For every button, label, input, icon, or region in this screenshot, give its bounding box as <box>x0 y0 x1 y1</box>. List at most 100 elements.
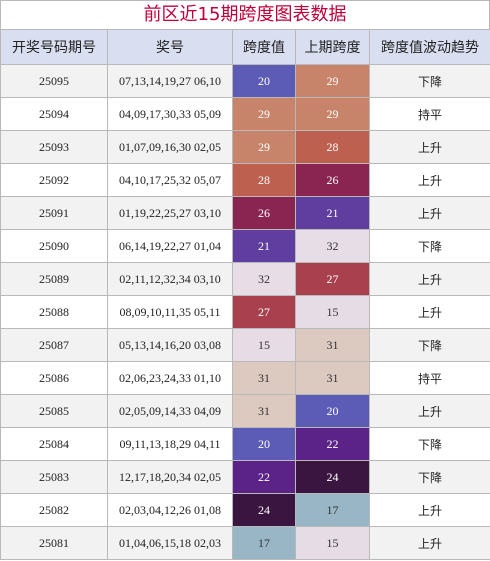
span-cell: 29 <box>232 97 296 131</box>
table-row: 25087 05,13,14,16,20 03,08 15 31 下降 <box>0 328 490 362</box>
table-title: 前区近15期跨度图表数据 <box>0 0 490 29</box>
prev-span-cell: 22 <box>295 427 370 461</box>
numbers-cell: 06,14,19,22,27 01,04 <box>107 229 233 263</box>
table-row: 25081 01,04,06,15,18 02,03 17 15 上升 <box>0 526 490 560</box>
numbers-cell: 01,04,06,15,18 02,03 <box>107 526 233 560</box>
issue-cell: 25081 <box>0 526 108 560</box>
table-row: 25083 12,17,18,20,34 02,05 22 24 下降 <box>0 460 490 494</box>
issue-cell: 25084 <box>0 427 108 461</box>
numbers-cell: 02,11,12,32,34 03,10 <box>107 262 233 296</box>
span-cell: 21 <box>232 229 296 263</box>
numbers-cell: 04,10,17,25,32 05,07 <box>107 163 233 197</box>
numbers-cell: 01,07,09,16,30 02,05 <box>107 130 233 164</box>
trend-cell: 下降 <box>369 64 490 98</box>
table-row: 25090 06,14,19,22,27 01,04 21 32 下降 <box>0 229 490 263</box>
numbers-cell: 01,19,22,25,27 03,10 <box>107 196 233 230</box>
issue-cell: 25094 <box>0 97 108 131</box>
table-row: 25092 04,10,17,25,32 05,07 28 26 上升 <box>0 163 490 197</box>
numbers-cell: 07,13,14,19,27 06,10 <box>107 64 233 98</box>
prev-span-cell: 27 <box>295 262 370 296</box>
table-row: 25086 02,06,23,24,33 01,10 31 31 持平 <box>0 361 490 395</box>
header-row: 开奖号码期号 奖号 跨度值 上期跨度 跨度值波动趋势 <box>0 29 490 65</box>
trend-cell: 下降 <box>369 427 490 461</box>
trend-cell: 上升 <box>369 262 490 296</box>
numbers-cell: 02,03,04,12,26 01,08 <box>107 493 233 527</box>
table-row: 25084 09,11,13,18,29 04,11 20 22 下降 <box>0 427 490 461</box>
prev-span-cell: 15 <box>295 526 370 560</box>
prev-span-cell: 31 <box>295 328 370 362</box>
numbers-cell: 05,13,14,16,20 03,08 <box>107 328 233 362</box>
column-header-numbers: 奖号 <box>107 29 233 65</box>
prev-span-cell: 20 <box>295 394 370 428</box>
trend-cell: 上升 <box>369 526 490 560</box>
prev-span-cell: 26 <box>295 163 370 197</box>
trend-cell: 上升 <box>369 163 490 197</box>
issue-cell: 25083 <box>0 460 108 494</box>
table-row: 25093 01,07,09,16,30 02,05 29 28 上升 <box>0 130 490 164</box>
prev-span-cell: 21 <box>295 196 370 230</box>
span-cell: 20 <box>232 64 296 98</box>
span-data-table: 开奖号码期号 奖号 跨度值 上期跨度 跨度值波动趋势 25095 07,13,14… <box>0 29 490 560</box>
table-row: 25082 02,03,04,12,26 01,08 24 17 上升 <box>0 493 490 527</box>
trend-cell: 持平 <box>369 361 490 395</box>
table-row: 25091 01,19,22,25,27 03,10 26 21 上升 <box>0 196 490 230</box>
span-cell: 31 <box>232 361 296 395</box>
issue-cell: 25095 <box>0 64 108 98</box>
issue-cell: 25092 <box>0 163 108 197</box>
numbers-cell: 02,06,23,24,33 01,10 <box>107 361 233 395</box>
numbers-cell: 08,09,10,11,35 05,11 <box>107 295 233 329</box>
trend-cell: 上升 <box>369 295 490 329</box>
column-header-issue: 开奖号码期号 <box>0 29 108 65</box>
column-header-trend: 跨度值波动趋势 <box>369 29 490 65</box>
table-row: 25089 02,11,12,32,34 03,10 32 27 上升 <box>0 262 490 296</box>
prev-span-cell: 17 <box>295 493 370 527</box>
span-cell: 24 <box>232 493 296 527</box>
span-cell: 29 <box>232 130 296 164</box>
span-cell: 28 <box>232 163 296 197</box>
numbers-cell: 02,05,09,14,33 04,09 <box>107 394 233 428</box>
trend-cell: 上升 <box>369 130 490 164</box>
prev-span-cell: 29 <box>295 64 370 98</box>
trend-cell: 下降 <box>369 229 490 263</box>
span-cell: 26 <box>232 196 296 230</box>
span-cell: 22 <box>232 460 296 494</box>
column-header-span: 跨度值 <box>232 29 296 65</box>
issue-cell: 25090 <box>0 229 108 263</box>
table-row: 25095 07,13,14,19,27 06,10 20 29 下降 <box>0 64 490 98</box>
table-row: 25088 08,09,10,11,35 05,11 27 15 上升 <box>0 295 490 329</box>
issue-cell: 25087 <box>0 328 108 362</box>
numbers-cell: 04,09,17,30,33 05,09 <box>107 97 233 131</box>
issue-cell: 25091 <box>0 196 108 230</box>
span-cell: 20 <box>232 427 296 461</box>
numbers-cell: 12,17,18,20,34 02,05 <box>107 460 233 494</box>
table-body: 25095 07,13,14,19,27 06,10 20 29 下降 25094 04,0… <box>0 64 490 560</box>
prev-span-cell: 29 <box>295 97 370 131</box>
numbers-cell: 09,11,13,18,29 04,11 <box>107 427 233 461</box>
trend-cell: 下降 <box>369 328 490 362</box>
span-cell: 27 <box>232 295 296 329</box>
issue-cell: 25088 <box>0 295 108 329</box>
issue-cell: 25086 <box>0 361 108 395</box>
trend-cell: 上升 <box>369 493 490 527</box>
issue-cell: 25085 <box>0 394 108 428</box>
table-row: 25094 04,09,17,30,33 05,09 29 29 持平 <box>0 97 490 131</box>
issue-cell: 25089 <box>0 262 108 296</box>
span-cell: 32 <box>232 262 296 296</box>
issue-cell: 25093 <box>0 130 108 164</box>
prev-span-cell: 32 <box>295 229 370 263</box>
span-cell: 15 <box>232 328 296 362</box>
prev-span-cell: 24 <box>295 460 370 494</box>
table-row: 25085 02,05,09,14,33 04,09 31 20 上升 <box>0 394 490 428</box>
trend-cell: 上升 <box>369 394 490 428</box>
trend-cell: 下降 <box>369 460 490 494</box>
span-cell: 31 <box>232 394 296 428</box>
trend-cell: 上升 <box>369 196 490 230</box>
prev-span-cell: 31 <box>295 361 370 395</box>
prev-span-cell: 15 <box>295 295 370 329</box>
prev-span-cell: 28 <box>295 130 370 164</box>
trend-cell: 持平 <box>369 97 490 131</box>
span-cell: 17 <box>232 526 296 560</box>
column-header-prev-span: 上期跨度 <box>295 29 370 65</box>
issue-cell: 25082 <box>0 493 108 527</box>
